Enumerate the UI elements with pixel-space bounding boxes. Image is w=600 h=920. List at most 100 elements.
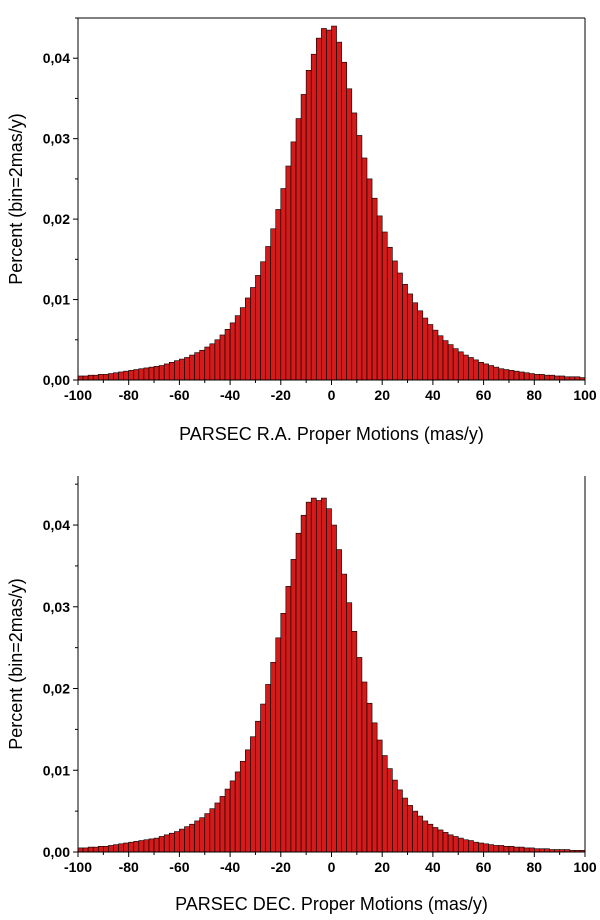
histogram-bar: [209, 343, 216, 381]
histogram-bar: [402, 797, 408, 853]
x-tick-label: -60: [169, 387, 189, 403]
histogram-bar: [351, 112, 358, 381]
histogram-bar: [199, 349, 206, 381]
histogram-bar: [386, 246, 393, 381]
histogram-bar: [285, 165, 292, 381]
histogram-bar: [518, 371, 525, 381]
histogram-bar: [174, 831, 180, 853]
histogram-bar: [488, 365, 495, 381]
histogram-bar: [229, 322, 236, 381]
histogram-bar: [103, 374, 109, 381]
histogram-bar: [224, 788, 231, 853]
histogram-bar: [138, 840, 145, 853]
x-tick-label: -20: [271, 387, 291, 403]
histogram-bar: [87, 846, 94, 853]
histogram-bar: [371, 197, 378, 381]
histogram-bar: [381, 231, 388, 381]
histogram-bar: [87, 374, 94, 381]
histogram-bar: [153, 837, 160, 853]
x-tick-label: 60: [476, 387, 492, 403]
histogram-bar: [128, 841, 135, 853]
histogram-bar: [392, 260, 398, 381]
histogram-bar: [483, 363, 489, 381]
histogram-bar: [82, 847, 89, 853]
histogram-bar: [82, 375, 89, 381]
x-tick-label: 100: [573, 859, 597, 875]
histogram-bar: [184, 826, 190, 853]
histogram-bar: [245, 297, 251, 381]
histogram-bar: [321, 28, 327, 381]
histogram-bar: [528, 373, 535, 381]
histogram-bar: [168, 832, 175, 853]
histogram-bar: [407, 805, 413, 853]
x-tick-label: -40: [220, 387, 240, 403]
histogram-bar: [265, 684, 271, 853]
histogram-bar: [290, 141, 297, 381]
histogram-bar: [260, 261, 266, 381]
histogram-bar: [528, 847, 535, 853]
histogram-bar: [351, 631, 358, 853]
histogram-bar: [523, 847, 530, 853]
histogram-bar: [331, 25, 337, 381]
histogram-bar: [189, 823, 195, 853]
histogram-bar: [457, 837, 464, 853]
y-tick-label: 0,04: [43, 50, 70, 66]
histogram-bar: [427, 823, 434, 853]
histogram-bar: [473, 359, 479, 381]
x-tick-label: 0: [328, 387, 336, 403]
histogram-bar: [270, 228, 277, 381]
histogram-bar: [113, 844, 119, 853]
histogram-bar: [447, 344, 454, 381]
histogram-bar: [209, 808, 216, 853]
histogram-bar: [239, 307, 246, 381]
histogram-bar: [346, 88, 353, 381]
histogram-bar: [189, 354, 195, 381]
bar-group: [77, 25, 586, 381]
histogram-bar: [108, 373, 114, 381]
histogram-bar: [341, 61, 348, 381]
x-tick-label: -100: [64, 859, 92, 875]
histogram-bar: [265, 246, 271, 381]
histogram-bar: [559, 375, 566, 381]
histogram-bar: [163, 834, 170, 853]
histogram-bar: [544, 374, 550, 381]
histogram-bar: [280, 188, 287, 381]
histogram-bar: [128, 370, 135, 381]
histogram-bar: [432, 329, 439, 381]
histogram-bar: [422, 317, 429, 381]
histogram-bar: [498, 368, 505, 381]
histogram-bar: [437, 829, 444, 853]
histogram-bar: [493, 845, 500, 853]
x-tick-label: 0: [328, 859, 336, 875]
histogram-bar: [321, 497, 327, 853]
histogram-bar: [194, 352, 200, 381]
histogram-bar: [300, 514, 307, 853]
histogram-bar: [224, 329, 231, 381]
histogram-bar: [143, 839, 150, 853]
histogram-bar: [179, 358, 185, 381]
histogram-bar: [275, 637, 282, 853]
histogram-bar: [255, 720, 261, 853]
histogram-bar: [118, 843, 124, 853]
histogram-bar: [407, 293, 413, 381]
x-tick-label: -80: [119, 387, 139, 403]
histogram-bar: [108, 845, 114, 853]
histogram-bar: [336, 549, 342, 853]
histogram-bar: [184, 357, 190, 381]
histogram-bar: [179, 828, 185, 853]
histogram-bar: [239, 760, 246, 853]
y-tick-label: 0,02: [43, 681, 70, 697]
histogram-bar: [219, 334, 226, 381]
histogram-bar: [508, 845, 515, 853]
histogram-bar: [214, 339, 221, 381]
y-axis-title: Percent (bin=2mas/y): [6, 113, 26, 285]
y-tick-label: 0,01: [43, 292, 70, 308]
ra-proper-motion-histogram: -100 -80 -60 -40 -20 0 20 40 60 80 100 0,00 0,01 0,02…: [6, 17, 597, 444]
histogram-bar: [118, 371, 124, 381]
histogram-bar: [77, 847, 84, 853]
histogram-bar: [331, 524, 337, 853]
x-tick-label: -80: [119, 859, 139, 875]
histogram-bar: [503, 369, 510, 381]
histogram-bar: [468, 840, 474, 853]
